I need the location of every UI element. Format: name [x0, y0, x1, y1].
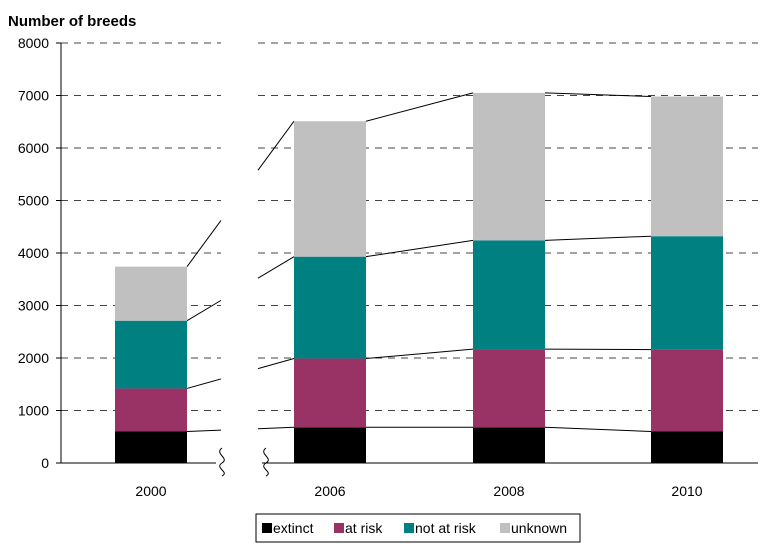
bar-segment — [115, 431, 187, 463]
chart-title: Number of breeds — [8, 13, 136, 30]
legend-label: extinct — [273, 520, 314, 536]
x-tick-label: 2000 — [135, 483, 166, 499]
legend-swatch — [404, 523, 414, 533]
x-axis: 2000 2006 2008 2010 — [61, 447, 758, 499]
bar-segment — [651, 431, 723, 463]
connector-line — [257, 120, 295, 171]
legend-swatch — [334, 523, 344, 533]
y-tick-label: 0 — [41, 455, 49, 471]
bar-segment — [115, 320, 187, 389]
connector-line — [544, 348, 652, 351]
connector-line — [257, 256, 295, 279]
bar-segment — [651, 349, 723, 432]
y-tick-label: 7000 — [18, 88, 49, 104]
legend-swatch — [262, 523, 272, 533]
y-tick-label: 4000 — [18, 245, 49, 261]
connector-line — [365, 348, 474, 360]
bar-segment — [473, 240, 545, 350]
connector-line — [365, 92, 474, 122]
x-tick-label: 2006 — [314, 483, 345, 499]
axis-break-mark — [219, 447, 225, 477]
y-tick-label: 5000 — [18, 193, 49, 209]
bar-segment — [651, 96, 723, 237]
bar-segment — [115, 388, 187, 432]
connector-line — [544, 92, 652, 98]
connector-line — [544, 426, 652, 432]
bar-segment — [294, 256, 366, 359]
connector-line — [257, 358, 295, 370]
legend-swatch — [500, 523, 510, 533]
legend-box — [255, 513, 581, 543]
y-axis: 0 1000 2000 3000 4000 5000 6000 7000 8000 — [18, 35, 62, 471]
bar-segment — [115, 266, 187, 321]
legend-label: unknown — [511, 520, 567, 536]
axis-break-mark — [263, 447, 269, 477]
legend-label: not at risk — [415, 520, 477, 536]
bars — [115, 92, 723, 463]
y-tick-label: 1000 — [18, 403, 49, 419]
legend: extinct at risk not at risk unknown — [255, 513, 581, 543]
x-tick-label: 2008 — [493, 483, 524, 499]
y-tick-label: 8000 — [18, 35, 49, 51]
connector-line — [365, 239, 474, 258]
legend-label: at risk — [345, 520, 383, 536]
bar-segment — [473, 427, 545, 463]
connector-line — [544, 235, 652, 241]
x-tick-label: 2010 — [671, 483, 702, 499]
bar-segment — [294, 358, 366, 428]
bar-segment — [294, 427, 366, 463]
bar-segment — [651, 236, 723, 350]
bar-segment — [294, 121, 366, 257]
connector-lines — [186, 92, 652, 432]
connector-line — [257, 426, 295, 430]
connector-line — [186, 429, 222, 432]
connector-line — [186, 378, 222, 389]
bar-segment — [473, 92, 545, 241]
y-tick-label: 2000 — [18, 350, 49, 366]
connector-line — [186, 220, 222, 267]
connector-line — [186, 299, 222, 322]
bar-segment — [473, 349, 545, 428]
y-tick-label: 6000 — [18, 140, 49, 156]
y-tick-label: 3000 — [18, 298, 49, 314]
